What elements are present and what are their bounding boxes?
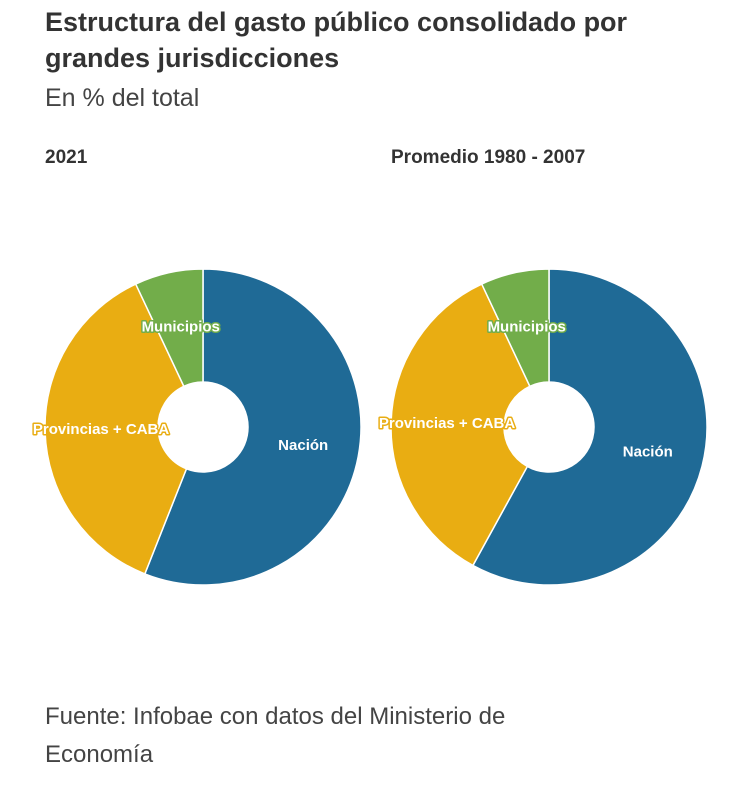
slice-label: Nación bbox=[623, 443, 673, 460]
slice bbox=[134, 268, 204, 388]
slice bbox=[44, 283, 188, 575]
slice-label: Nación bbox=[278, 437, 328, 454]
title: Estructura del gasto público consolidado… bbox=[45, 7, 628, 73]
chart-title: Promedio 1980 - 2007 bbox=[391, 147, 585, 168]
slice bbox=[480, 268, 550, 388]
slice-label: Municipios bbox=[142, 318, 220, 335]
slice bbox=[390, 283, 531, 567]
subtitle: En % del total bbox=[45, 84, 200, 112]
slice-label: Provincias + CABA bbox=[379, 415, 515, 432]
slice bbox=[471, 268, 708, 586]
chart-title: 2021 bbox=[45, 147, 88, 168]
slice-label: Provincias + CABA bbox=[33, 421, 169, 438]
charts: 2021 Nación Provincias + CABA Municipios Pro… bbox=[31, 147, 708, 586]
slice-label: Municipios bbox=[488, 318, 566, 335]
slice bbox=[143, 268, 362, 586]
source: Fuente: Infobae con datos del Ministerio… bbox=[45, 703, 506, 768]
